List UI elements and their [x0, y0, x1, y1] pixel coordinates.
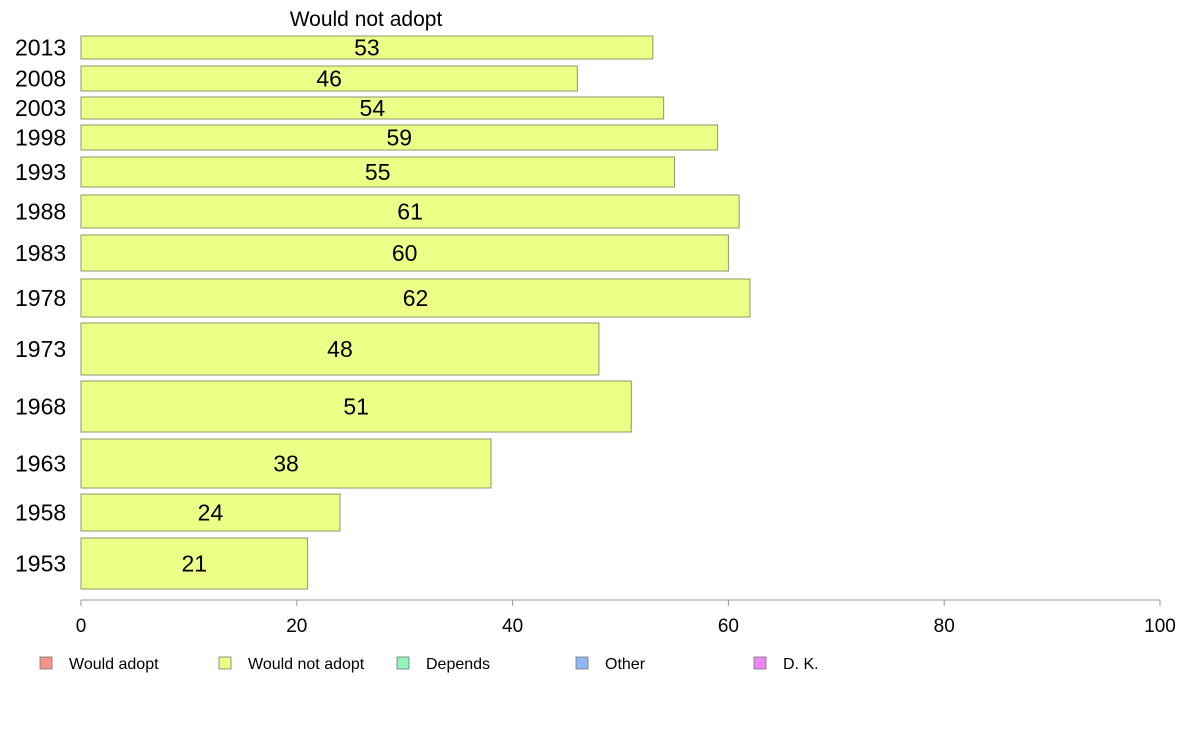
data-label-1953: 21	[181, 551, 207, 577]
category-label-1983: 1983	[15, 240, 66, 266]
legend-label-would-adopt: Would adopt	[69, 656, 159, 673]
category-label-2003: 2003	[15, 95, 66, 121]
category-label-1953: 1953	[15, 551, 66, 577]
legend-swatch-other	[575, 656, 589, 670]
data-label-2003: 54	[360, 95, 386, 121]
data-label-1973: 48	[327, 336, 353, 362]
legend: Would adopt Would not adopt Depends Other D.…	[39, 656, 819, 673]
x-tick-label-0: 0	[76, 616, 87, 637]
bars-group: 2013 53 2008 46 2003 54 1998 59 1993 55 1988 61 1983…	[15, 35, 751, 590]
category-label-1988: 1988	[15, 199, 66, 225]
bar-1983	[80, 234, 729, 272]
data-label-1963: 38	[273, 451, 299, 477]
bar-1958	[80, 493, 341, 532]
data-label-1978: 62	[403, 285, 429, 311]
data-label-1988: 61	[397, 199, 423, 225]
data-label-1983: 60	[392, 240, 418, 266]
bar-1998	[80, 124, 719, 151]
x-tick-label-80: 80	[934, 616, 955, 637]
category-label-2013: 2013	[15, 35, 66, 61]
category-label-1968: 1968	[15, 394, 66, 420]
data-label-2013: 53	[354, 35, 380, 61]
bar-1973	[80, 322, 600, 376]
chart-title: Would not adopt	[290, 8, 443, 31]
bar-1963	[80, 438, 492, 489]
category-label-1963: 1963	[15, 451, 66, 477]
x-tick-label-60: 60	[718, 616, 739, 637]
data-label-1968: 51	[343, 394, 369, 420]
category-label-2008: 2008	[15, 66, 66, 92]
legend-label-other: Other	[605, 656, 646, 673]
bar-1993	[80, 156, 675, 188]
legend-label-depends: Depends	[426, 656, 490, 673]
legend-swatch-would-not-adopt	[218, 656, 232, 670]
bar-1968	[80, 380, 632, 433]
bar-2008	[80, 65, 578, 92]
data-label-2008: 46	[316, 66, 342, 92]
legend-swatch-d-k	[753, 656, 767, 670]
category-label-1958: 1958	[15, 500, 66, 526]
x-tick-label-20: 20	[286, 616, 307, 637]
legend-swatch-depends	[396, 656, 410, 670]
legend-label-would-not-adopt: Would not adopt	[248, 656, 365, 673]
data-label-1958: 24	[198, 500, 224, 526]
legend-swatch-would-adopt	[39, 656, 53, 670]
category-label-1978: 1978	[15, 285, 66, 311]
x-axis: 0 20 40 60 80 100	[76, 599, 1176, 637]
data-label-1998: 59	[387, 125, 413, 151]
category-label-1973: 1973	[15, 336, 66, 362]
x-tick-label-100: 100	[1144, 616, 1176, 637]
bar-1953	[80, 537, 309, 590]
category-label-1998: 1998	[15, 125, 66, 151]
x-tick-label-40: 40	[502, 616, 523, 637]
bar-1988	[80, 194, 740, 229]
category-label-1993: 1993	[15, 159, 66, 185]
bar-2003	[80, 96, 665, 120]
bar-2013	[80, 35, 654, 60]
data-label-1993: 55	[365, 159, 391, 185]
bar-1978	[80, 278, 751, 318]
legend-label-d-k: D. K.	[783, 656, 819, 673]
